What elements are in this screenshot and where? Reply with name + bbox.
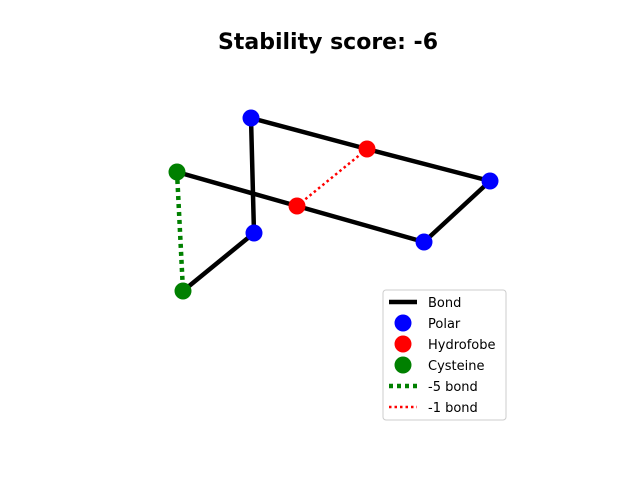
legend-label-minus1: -1 bond [428,401,478,416]
legend: Bond Polar Hydrofobe Cysteine -5 bond -1 bond [382,289,507,421]
hydrofobe-node-n5 [288,197,306,215]
legend-label-bond: Bond [428,296,461,311]
bond-n3-n4 [421,178,493,245]
bond-n7-n8 [180,230,257,294]
legend-item-hydrofobe: Hydrofobe [394,335,496,353]
legend-label-hydrofobe: Hydrofobe [428,338,496,353]
legend-label-cysteine: Cysteine [428,359,485,374]
polar-node-n7 [245,224,263,242]
nodes-layer [168,109,499,300]
bonds-layer [174,115,493,294]
legend-item-bond: Bond [389,296,461,311]
legend-marker-cysteine [394,356,412,374]
legend-items: Bond Polar Hydrofobe Cysteine -5 bond -1 bond [389,296,496,416]
bond-n5-n6 [174,169,300,209]
bond-n1-n7 [248,115,257,236]
legend-item-minus1: -1 bond [389,401,478,416]
legend-label-minus5: -5 bond [428,380,478,395]
legend-label-polar: Polar [428,317,461,332]
bond-n2-n3 [364,146,493,184]
minus1-bond-n2-n5 [296,148,368,207]
legend-item-minus5: -5 bond [389,380,478,395]
legend-marker-polar [394,314,412,332]
interactions-layer [174,148,368,292]
minus5-bond-n6-n8 [174,171,186,292]
bond-n4-n5 [294,203,427,245]
legend-item-cysteine: Cysteine [394,356,485,374]
cysteine-node-n6 [168,163,186,181]
bond-n1-n2 [248,115,370,152]
polar-node-n3 [481,172,499,190]
polar-node-n1 [242,109,260,127]
legend-marker-hydrofobe [394,335,412,353]
chart-title: Stability score: -6 [218,30,438,55]
hydrofobe-node-n2 [358,140,376,158]
polar-node-n4 [415,233,433,251]
legend-item-polar: Polar [394,314,461,332]
cysteine-node-n8 [174,282,192,300]
